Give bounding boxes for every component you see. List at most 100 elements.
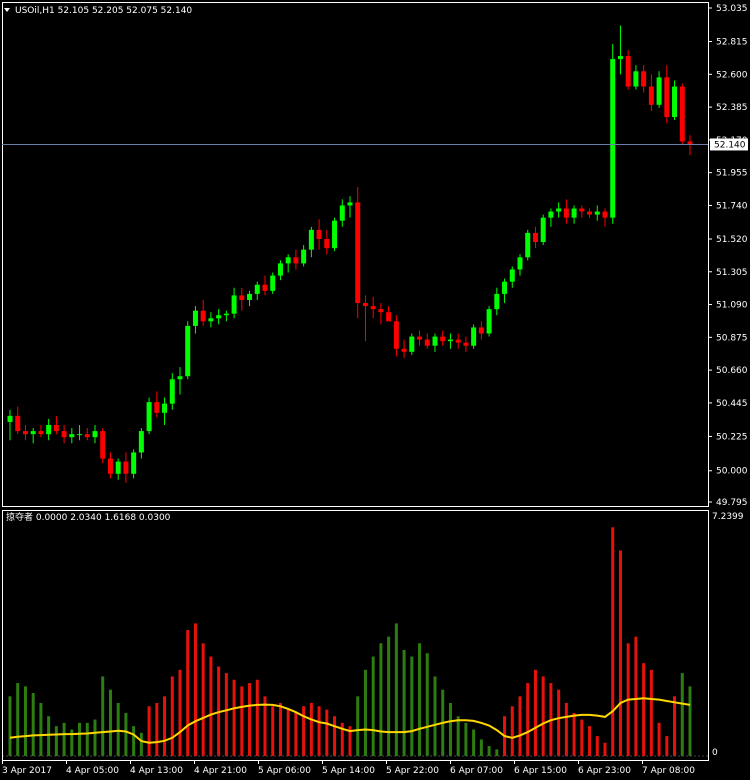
candle-body: [262, 284, 268, 291]
bear-candle: [262, 275, 268, 296]
bull-candle: [556, 202, 562, 218]
time-tick-label: 7 Apr 08:00: [642, 766, 695, 776]
candle-body: [192, 310, 198, 326]
candle-body: [46, 425, 52, 435]
candle-body: [247, 293, 253, 300]
histogram-bar: [147, 706, 151, 756]
candle-body: [648, 86, 654, 105]
candle-body: [324, 238, 330, 249]
histogram-bar: [108, 689, 112, 756]
candle-body: [177, 376, 183, 380]
candle-body: [53, 425, 59, 432]
histogram-bar: [93, 719, 97, 756]
histogram-bar: [8, 696, 12, 756]
histogram-bar: [433, 676, 437, 756]
candle-body: [409, 336, 415, 352]
time-tick-label: 6 Apr 23:00: [578, 766, 631, 776]
histogram-bar: [371, 656, 375, 756]
candle-body: [556, 208, 562, 212]
histogram-bar: [54, 726, 58, 756]
bear-candle: [53, 415, 59, 435]
candle-body: [332, 220, 338, 249]
histogram-bar: [124, 712, 128, 756]
bull-candle: [409, 333, 415, 355]
time-tick-label: 4 Apr 05:00: [66, 766, 119, 776]
candle-body: [285, 257, 291, 264]
histogram-bar: [201, 643, 205, 756]
price-tick-label: 50.225: [716, 432, 748, 442]
candle-body: [216, 315, 222, 319]
bull-candle: [177, 367, 183, 395]
candle-body: [15, 415, 21, 432]
histogram-bar: [248, 683, 252, 756]
histogram-bar: [16, 683, 20, 756]
candle-body: [100, 431, 106, 459]
candle-body: [339, 205, 345, 221]
histogram-bar: [23, 686, 27, 756]
collapse-arrow-icon[interactable]: [4, 8, 10, 12]
bear-candle: [641, 65, 647, 93]
time-tick-label: 4 Apr 13:00: [130, 766, 183, 776]
bear-candle: [100, 428, 106, 464]
candle-body: [38, 431, 44, 435]
bull-candle: [185, 321, 191, 380]
main-chart-header: USOil,H1 52.105 52.205 52.075 52.140: [15, 6, 192, 16]
bear-candle: [370, 296, 376, 319]
histogram-bar: [116, 702, 120, 756]
candle-body: [61, 431, 67, 438]
histogram-bar: [510, 706, 514, 756]
candle-body: [455, 339, 461, 343]
current-price-tag: [710, 138, 748, 151]
candle-body: [679, 86, 685, 142]
candle-body: [301, 249, 307, 264]
bull-candle: [471, 324, 477, 349]
candle-body: [131, 452, 137, 474]
bear-candle: [625, 49, 631, 90]
histogram-bar: [603, 742, 607, 756]
candle-body: [239, 295, 245, 300]
candle-body: [308, 229, 314, 250]
time-tick-label: 4 Apr 21:00: [194, 766, 247, 776]
bull-candle: [548, 208, 554, 227]
histogram-bar: [526, 683, 530, 756]
bear-candle: [532, 226, 538, 249]
bull-candle: [277, 260, 283, 281]
bull-candle: [633, 65, 639, 90]
histogram-bar: [155, 702, 159, 756]
histogram-bar: [634, 636, 638, 756]
candle-body: [610, 59, 616, 218]
sub-scale-top-label: 7.2399: [712, 512, 744, 522]
time-tick-label: 6 Apr 07:00: [450, 766, 503, 776]
candle-body: [107, 458, 113, 474]
candle-body: [115, 461, 121, 474]
histogram-bar: [479, 739, 483, 756]
bull-candle: [594, 205, 600, 221]
signal-line: [9, 697, 691, 744]
bear-candle: [401, 339, 407, 358]
bull-candle: [502, 278, 508, 304]
candle-body: [494, 293, 500, 310]
histogram-bar: [325, 709, 329, 756]
histogram-bar: [78, 722, 82, 756]
histogram-bar: [518, 696, 522, 756]
histogram-bar: [533, 669, 537, 756]
bull-candle: [115, 458, 121, 480]
histogram-bar: [271, 706, 275, 756]
candle-body: [594, 211, 600, 215]
price-tick-label: 50.000: [716, 467, 748, 477]
bear-candle: [587, 208, 593, 218]
candle-body: [84, 434, 90, 438]
histogram-bar: [348, 726, 352, 756]
bear-candle: [679, 83, 685, 145]
candle-body: [432, 336, 438, 346]
histogram-bar: [688, 686, 692, 756]
candle-body: [486, 309, 492, 334]
candle-body: [231, 295, 237, 314]
candle-body: [424, 339, 430, 346]
bull-candle: [231, 287, 237, 319]
bull-candle: [270, 272, 276, 294]
bear-candle: [362, 295, 368, 342]
candle-body: [355, 202, 361, 304]
bull-candle: [30, 428, 36, 444]
bear-candle: [38, 425, 44, 438]
